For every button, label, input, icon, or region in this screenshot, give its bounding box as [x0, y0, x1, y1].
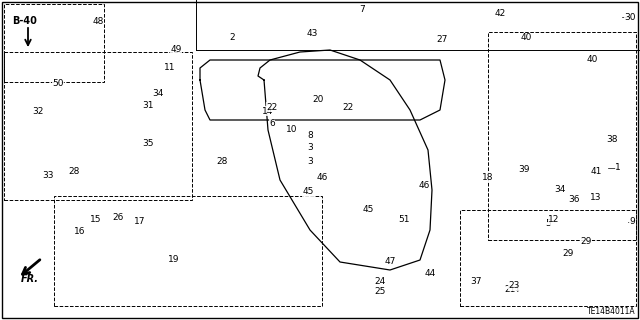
Text: 4: 4 — [513, 285, 519, 294]
Text: 46: 46 — [316, 172, 328, 181]
Text: 13: 13 — [590, 193, 602, 202]
Text: 44: 44 — [424, 269, 436, 278]
Bar — [54, 196, 322, 306]
Text: 29: 29 — [580, 237, 592, 246]
Text: 3: 3 — [307, 143, 313, 153]
Text: FR.: FR. — [21, 274, 39, 284]
Text: 31: 31 — [142, 101, 154, 110]
Text: 27: 27 — [436, 36, 448, 44]
Text: 47: 47 — [384, 258, 396, 267]
Text: 23: 23 — [508, 282, 520, 291]
Text: 11: 11 — [164, 62, 176, 71]
Text: 25: 25 — [374, 287, 386, 297]
Text: 48: 48 — [92, 18, 104, 27]
Text: 14: 14 — [262, 107, 274, 116]
Text: 45: 45 — [302, 188, 314, 196]
Text: 33: 33 — [42, 172, 54, 180]
Text: 49: 49 — [170, 45, 182, 54]
Text: 17: 17 — [134, 218, 146, 227]
Text: 8: 8 — [307, 132, 313, 140]
Text: 40: 40 — [520, 34, 532, 43]
Text: 3: 3 — [307, 157, 313, 166]
Text: 5: 5 — [545, 220, 551, 228]
Text: 16: 16 — [74, 228, 86, 236]
Text: 37: 37 — [470, 277, 482, 286]
Bar — [4, 4, 104, 82]
Text: 29: 29 — [563, 250, 573, 259]
Text: 9: 9 — [629, 218, 635, 227]
Text: 36: 36 — [568, 196, 580, 204]
Text: 10: 10 — [286, 125, 298, 134]
Bar — [460, 210, 636, 306]
Text: 40: 40 — [586, 55, 598, 65]
Text: 28: 28 — [68, 167, 80, 177]
Text: 34: 34 — [554, 186, 566, 195]
Text: B-40: B-40 — [12, 16, 37, 26]
Text: 50: 50 — [52, 79, 64, 89]
Text: 15: 15 — [90, 215, 102, 225]
Text: 45: 45 — [362, 205, 374, 214]
Text: 24: 24 — [374, 277, 386, 286]
Bar — [4, 52, 192, 200]
Text: 6: 6 — [269, 118, 275, 127]
Text: 34: 34 — [152, 90, 164, 99]
Text: 12: 12 — [548, 215, 560, 225]
Text: 38: 38 — [606, 135, 618, 145]
Text: 26: 26 — [112, 213, 124, 222]
Text: 41: 41 — [590, 167, 602, 177]
Text: 46: 46 — [419, 180, 429, 189]
Text: 2: 2 — [229, 33, 235, 42]
Text: TE14B4011A: TE14B4011A — [588, 307, 636, 316]
Text: 32: 32 — [32, 108, 44, 116]
Bar — [488, 32, 636, 240]
Text: 21: 21 — [504, 285, 516, 294]
Text: 51: 51 — [398, 215, 410, 225]
Text: 20: 20 — [312, 95, 324, 105]
Text: 19: 19 — [168, 255, 180, 265]
Text: 22: 22 — [342, 102, 354, 111]
Text: 39: 39 — [518, 165, 530, 174]
Text: 7: 7 — [359, 5, 365, 14]
Text: 30: 30 — [624, 12, 636, 21]
Text: 35: 35 — [142, 140, 154, 148]
Text: 22: 22 — [266, 102, 278, 111]
Text: 28: 28 — [216, 157, 228, 166]
Text: 1: 1 — [615, 164, 621, 172]
Text: 42: 42 — [494, 10, 506, 19]
Text: 43: 43 — [307, 29, 317, 38]
Text: 18: 18 — [483, 172, 493, 181]
